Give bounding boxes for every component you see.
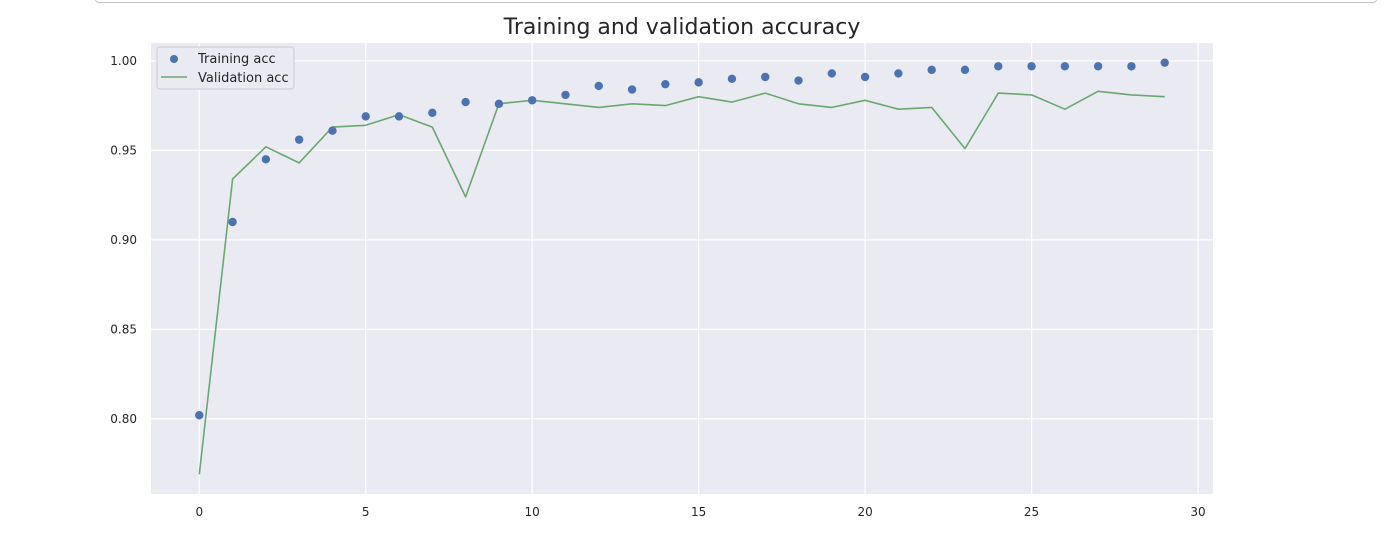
training-point bbox=[461, 97, 470, 107]
x-tick-label: 25 bbox=[1024, 505, 1039, 519]
legend-marker-training bbox=[170, 55, 178, 63]
validation-series bbox=[198, 90, 1165, 475]
y-tick-label: 1.00 bbox=[110, 54, 137, 68]
training-point bbox=[661, 79, 670, 89]
training-point bbox=[960, 65, 970, 75]
training-point bbox=[761, 72, 770, 82]
training-point bbox=[827, 69, 837, 78]
y-tick-label: 0.80 bbox=[110, 412, 137, 426]
training-point bbox=[1127, 62, 1136, 71]
x-tick-label: 0 bbox=[195, 505, 203, 519]
training-point bbox=[361, 112, 370, 121]
x-tick-label: 10 bbox=[525, 505, 540, 519]
training-point bbox=[494, 99, 504, 109]
x-axis-ticks: 0 5 10 15 20 25 30 bbox=[195, 505, 1205, 519]
training-point bbox=[794, 76, 803, 85]
x-tick-label: 15 bbox=[691, 505, 706, 519]
training-point bbox=[294, 135, 304, 144]
training-point bbox=[994, 62, 1003, 71]
training-point bbox=[527, 96, 537, 105]
training-point bbox=[727, 74, 737, 83]
y-tick-label: 0.85 bbox=[110, 322, 137, 336]
training-point bbox=[394, 112, 404, 121]
training-point bbox=[1027, 62, 1036, 71]
training-point bbox=[428, 108, 437, 117]
y-tick-label: 0.95 bbox=[110, 143, 137, 157]
y-axis-ticks: 0.80 0.85 0.90 0.95 1.00 bbox=[110, 54, 137, 426]
chart-title: Training and validation accuracy bbox=[503, 15, 861, 40]
legend-label-training: Training acc bbox=[197, 52, 276, 67]
training-point bbox=[328, 126, 337, 135]
plot-background bbox=[151, 43, 1213, 494]
training-point bbox=[927, 65, 936, 75]
training-point bbox=[195, 411, 204, 420]
legend-label-validation: Validation acc bbox=[198, 71, 289, 86]
training-point bbox=[694, 78, 703, 87]
x-tick-label: 5 bbox=[362, 505, 370, 519]
grid-lines bbox=[151, 43, 1213, 494]
training-point bbox=[1093, 62, 1103, 71]
training-point bbox=[860, 72, 870, 82]
training-point bbox=[228, 217, 237, 227]
validation-line bbox=[198, 90, 1165, 475]
training-point bbox=[594, 81, 603, 91]
x-tick-label: 30 bbox=[1190, 505, 1205, 519]
training-point bbox=[627, 85, 637, 94]
training-point bbox=[1160, 58, 1169, 67]
legend-box bbox=[156, 46, 295, 90]
y-tick-label: 0.90 bbox=[110, 233, 137, 247]
training-point bbox=[561, 90, 570, 100]
x-tick-label: 20 bbox=[857, 505, 872, 519]
training-point bbox=[1060, 62, 1070, 71]
legend: Training acc Validation acc bbox=[156, 46, 295, 90]
training-point bbox=[261, 155, 271, 164]
training-series bbox=[195, 58, 1169, 420]
training-point bbox=[894, 69, 903, 78]
